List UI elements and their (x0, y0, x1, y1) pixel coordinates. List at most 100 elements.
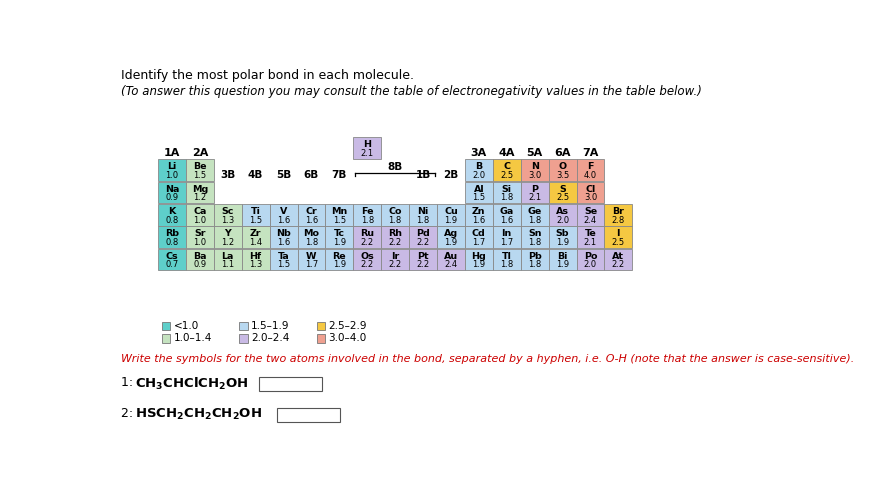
Text: <1.0: <1.0 (174, 321, 199, 331)
Bar (214, 226, 242, 248)
Text: 1B: 1B (416, 170, 431, 180)
Text: Co: Co (388, 207, 402, 216)
Bar (492, 182, 521, 203)
Text: 2.5–2.9: 2.5–2.9 (328, 321, 367, 331)
Text: N: N (531, 162, 539, 171)
Bar (549, 182, 576, 203)
Text: Tc: Tc (334, 229, 345, 238)
Bar (521, 249, 549, 271)
Bar (549, 204, 576, 225)
Bar (549, 159, 576, 181)
Bar (239, 322, 248, 330)
Text: 1.8: 1.8 (305, 238, 318, 247)
Text: 1.0: 1.0 (194, 216, 206, 225)
Text: Ge: Ge (527, 207, 541, 216)
Text: 1.0: 1.0 (194, 238, 206, 247)
Text: Po: Po (583, 252, 598, 261)
Text: (To answer this question you may consult the table of electronegativity values i: (To answer this question you may consult… (120, 85, 702, 98)
Text: 4B: 4B (248, 170, 263, 180)
Bar (353, 249, 381, 271)
Text: I: I (616, 229, 620, 238)
Text: C: C (503, 162, 510, 171)
Text: Cl: Cl (585, 185, 596, 194)
Bar (298, 204, 326, 225)
Text: 1.9: 1.9 (472, 261, 485, 270)
Text: 2.5: 2.5 (612, 238, 625, 247)
Text: 1.4: 1.4 (249, 238, 262, 247)
Text: 2.0: 2.0 (472, 171, 485, 180)
Text: Write the symbols for the two atoms involved in the bond, separated by a hyphen,: Write the symbols for the two atoms invo… (120, 354, 854, 364)
Text: 5A: 5A (526, 148, 542, 158)
Text: Os: Os (360, 252, 374, 261)
Text: F: F (587, 162, 594, 171)
Text: W: W (306, 252, 317, 261)
Text: 2.1: 2.1 (360, 149, 374, 158)
Bar (576, 204, 605, 225)
Text: Pt: Pt (417, 252, 429, 261)
Bar (549, 249, 576, 271)
Text: 2.5: 2.5 (500, 171, 513, 180)
Bar (158, 159, 186, 181)
Text: Au: Au (444, 252, 458, 261)
Text: 7A: 7A (582, 148, 599, 158)
Text: As: As (556, 207, 569, 216)
Text: 1:: 1: (120, 376, 137, 389)
Text: 1.8: 1.8 (360, 216, 374, 225)
Bar (186, 249, 214, 271)
Bar (326, 204, 353, 225)
Text: Na: Na (165, 185, 179, 194)
Text: 0.9: 0.9 (165, 193, 178, 202)
Bar (492, 159, 521, 181)
Text: 2.2: 2.2 (389, 261, 401, 270)
Text: 0.8: 0.8 (165, 238, 178, 247)
Text: 1.0: 1.0 (165, 171, 178, 180)
Text: 2.0: 2.0 (584, 261, 597, 270)
Text: In: In (501, 229, 512, 238)
Text: 6B: 6B (304, 170, 319, 180)
Text: 1.1: 1.1 (221, 261, 235, 270)
Text: Al: Al (474, 185, 484, 194)
Bar (549, 226, 576, 248)
Text: $\mathbf{CH_3CHClCH_2OH}$: $\mathbf{CH_3CHClCH_2OH}$ (135, 376, 249, 392)
Bar (239, 334, 248, 343)
Text: Ir: Ir (391, 252, 400, 261)
Text: 1.5: 1.5 (333, 216, 346, 225)
Text: Sb: Sb (556, 229, 569, 238)
Text: Br: Br (613, 207, 624, 216)
Text: 2:: 2: (120, 407, 137, 420)
Text: Pd: Pd (417, 229, 430, 238)
Text: 1.7: 1.7 (500, 238, 514, 247)
Text: 1.9: 1.9 (444, 238, 458, 247)
Text: 1.8: 1.8 (500, 193, 514, 202)
Text: Ti: Ti (251, 207, 260, 216)
Text: 2.2: 2.2 (417, 261, 430, 270)
Bar (576, 182, 605, 203)
Bar (521, 204, 549, 225)
Bar (492, 204, 521, 225)
Bar (465, 249, 492, 271)
Bar (317, 334, 326, 343)
Text: B: B (475, 162, 483, 171)
Text: 2.0–2.4: 2.0–2.4 (251, 334, 289, 344)
Bar (381, 204, 409, 225)
Bar (576, 159, 605, 181)
Text: 1.5: 1.5 (472, 193, 485, 202)
Text: 1.5: 1.5 (194, 171, 206, 180)
Text: 1.8: 1.8 (528, 261, 541, 270)
Text: P: P (531, 185, 538, 194)
Text: Ni: Ni (417, 207, 429, 216)
Text: 3.5: 3.5 (556, 171, 569, 180)
Text: Rb: Rb (165, 229, 179, 238)
Text: 5B: 5B (276, 170, 291, 180)
Text: Hf: Hf (250, 252, 261, 261)
Bar (277, 408, 340, 422)
Text: 1.8: 1.8 (528, 238, 541, 247)
Text: 3.0–4.0: 3.0–4.0 (328, 334, 367, 344)
Bar (269, 249, 298, 271)
Bar (437, 249, 465, 271)
Bar (409, 226, 437, 248)
Text: 2.4: 2.4 (444, 261, 458, 270)
Text: Ag: Ag (444, 229, 458, 238)
Text: Si: Si (501, 185, 512, 194)
Text: Rh: Rh (388, 229, 402, 238)
